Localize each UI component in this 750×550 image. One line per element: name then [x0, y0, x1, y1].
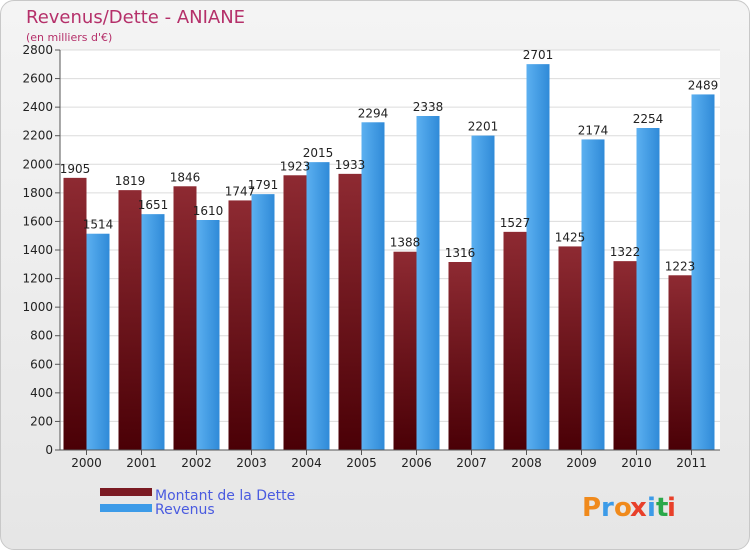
data-label: 1223	[665, 259, 696, 273]
data-label: 1933	[335, 158, 366, 172]
legend-label-dette: Montant de la Dette	[155, 488, 295, 504]
legend-swatch-dette	[100, 488, 152, 496]
x-tick-label: 2009	[566, 456, 597, 470]
y-axis: 0 200 400 600 800 1000 1200 1400 1600 1800 2000 220…	[22, 43, 61, 457]
logo-letter: r	[601, 493, 614, 523]
data-label: 2015	[303, 146, 334, 160]
x-tick-label: 2003	[236, 456, 267, 470]
data-label: 1610	[193, 204, 224, 218]
data-label: 1905	[60, 162, 91, 176]
x-axis: 2000 2001 2002 2003 2004 2005 2006 2007 2008 2009…	[60, 449, 720, 470]
y-tick-label: 400	[30, 386, 53, 400]
data-label: 1846	[170, 170, 201, 184]
data-label: 2201	[468, 120, 499, 134]
bar-dette	[283, 175, 307, 451]
logo-letter: i	[667, 493, 676, 523]
y-tick-label: 2000	[22, 157, 53, 171]
x-tick-label: 2001	[126, 456, 157, 470]
data-label: 2294	[358, 106, 389, 120]
data-label: 1316	[445, 246, 476, 260]
bar-revenus	[306, 162, 330, 450]
bar-revenus	[636, 128, 660, 450]
legend-swatch-revenus	[100, 504, 152, 512]
legend: Montant de la Dette Revenus	[100, 488, 295, 518]
y-tick-label: 1600	[22, 214, 53, 228]
y-tick-label: 1800	[22, 186, 53, 200]
data-label: 2338	[413, 100, 444, 114]
data-label: 1747	[225, 184, 256, 198]
bar-dette	[338, 173, 362, 450]
data-label: 1388	[390, 236, 421, 250]
bars	[63, 64, 715, 451]
y-tick-label: 800	[30, 329, 53, 343]
x-tick-label: 2000	[71, 456, 102, 470]
y-tick-label: 2400	[22, 100, 53, 114]
y-tick-label: 200	[30, 414, 53, 428]
x-tick-label: 2010	[621, 456, 652, 470]
bar-dette	[393, 251, 417, 450]
chart-title: Revenus/Dette - ANIANE	[26, 7, 245, 28]
x-tick-label: 2002	[181, 456, 212, 470]
x-tick-label: 2005	[346, 456, 377, 470]
data-label: 1819	[115, 174, 146, 188]
data-label: 2701	[523, 48, 554, 62]
bar-dette	[173, 186, 197, 451]
bar-revenus	[581, 139, 605, 450]
y-tick-label: 1000	[22, 300, 53, 314]
y-tick-label: 1400	[22, 243, 53, 257]
bar-revenus	[141, 214, 165, 450]
bar-dette	[503, 231, 527, 450]
chart-subtitle: (en milliers d'€)	[26, 31, 112, 44]
bar-dette	[228, 200, 252, 450]
data-label: 2254	[633, 112, 664, 126]
data-label: 2174	[578, 123, 609, 137]
x-tick-label: 2004	[291, 456, 322, 470]
bar-revenus	[86, 233, 110, 450]
y-tick-label: 2200	[22, 129, 53, 143]
data-label: 1651	[138, 198, 169, 212]
bar-revenus	[416, 116, 440, 450]
bar-revenus	[196, 220, 220, 450]
logo-letter: P	[582, 493, 601, 523]
bar-dette	[118, 190, 142, 450]
bar-dette	[613, 261, 637, 450]
bar-dette	[448, 262, 472, 450]
bar-revenus	[471, 135, 495, 451]
x-tick-label: 2008	[511, 456, 542, 470]
data-label: 1527	[500, 216, 531, 230]
bar-revenus	[526, 64, 550, 451]
data-label: 1322	[610, 245, 641, 259]
bar-revenus	[361, 122, 385, 451]
bar-dette	[63, 177, 87, 450]
y-tick-label: 0	[45, 443, 53, 457]
y-tick-label: 2800	[22, 43, 53, 57]
x-tick-label: 2011	[676, 456, 707, 470]
logo-letter: x	[630, 493, 647, 523]
data-label: 1923	[280, 159, 311, 173]
logo-letter: i	[647, 493, 656, 523]
data-label: 1425	[555, 230, 586, 244]
x-tick-label: 2007	[456, 456, 487, 470]
gridlines	[60, 49, 720, 451]
bar-revenus	[691, 94, 715, 450]
y-tick-label: 1200	[22, 272, 53, 286]
y-tick-label: 2600	[22, 72, 53, 86]
legend-label-revenus: Revenus	[155, 502, 215, 518]
data-label: 1514	[83, 218, 114, 232]
x-tick-label: 2006	[401, 456, 432, 470]
bar-dette	[558, 246, 582, 450]
bar-dette	[668, 275, 692, 450]
logo-letter: o	[614, 493, 632, 523]
data-label: 2489	[688, 78, 719, 92]
y-tick-label: 600	[30, 357, 53, 371]
logo-letter: t	[656, 493, 668, 523]
data-label: 1791	[248, 178, 279, 192]
bar-revenus	[251, 194, 275, 450]
